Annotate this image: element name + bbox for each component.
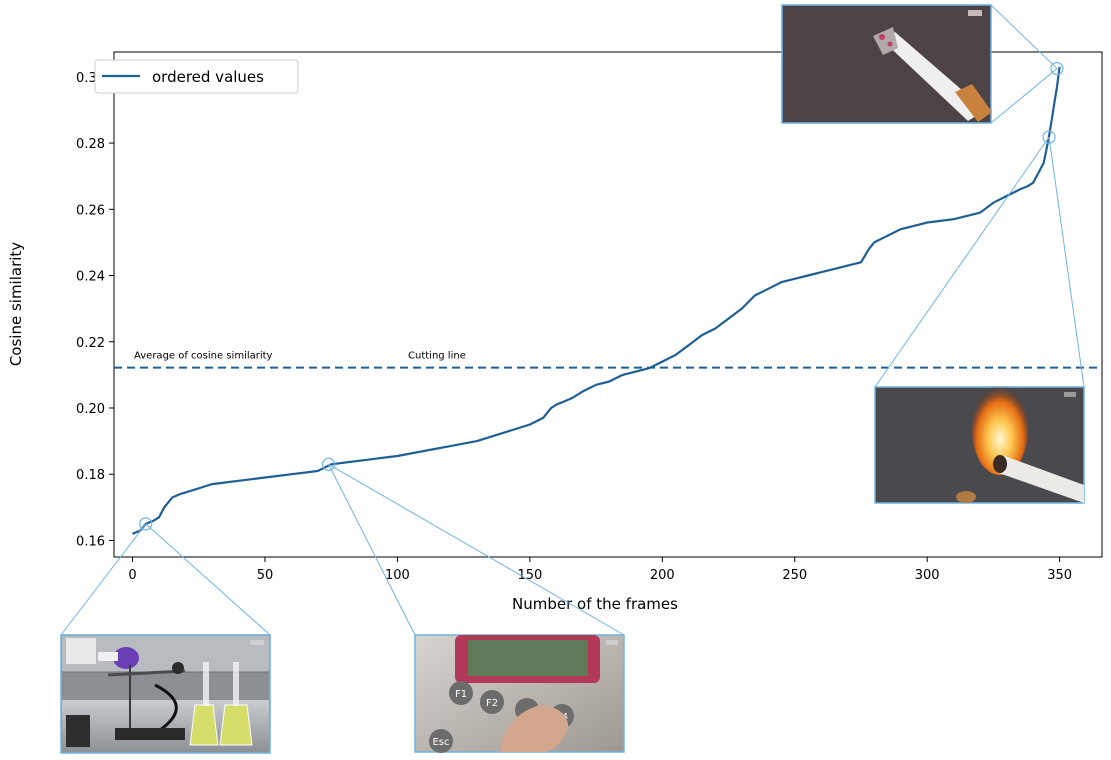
x-tick-label: 350 [1047,568,1072,583]
legend-label: ordered values [152,68,264,86]
callout-connector [990,4,1058,69]
y-tick-label: 0.18 [76,468,105,483]
x-tick-label: 50 [257,568,274,583]
x-tick-label: 200 [650,568,675,583]
callout-circle [321,457,336,471]
y-axis: 0.160.180.200.220.240.260.280.30 [76,71,114,549]
x-axis: 0 50 100 150 200 250 300 350 [128,557,1072,583]
cutting-line-label: Cutting line [408,351,466,362]
callout-connectors [60,4,1085,636]
y-tick-label: 0.22 [76,336,105,351]
y-tick-label: 0.28 [76,137,105,152]
y-tick-label: 0.26 [76,203,105,218]
y-axis-label: Cosine similarity [7,242,25,366]
callout-circle [139,517,153,531]
legend: ordered values [94,59,299,94]
callout-connector [328,464,416,636]
callout-connector [1048,137,1085,388]
callout-connector [60,523,147,636]
callout-connector [145,523,271,636]
svg-text:F1: F1 [455,689,467,700]
x-tick-label: 0 [128,568,136,583]
callout-markers [139,61,1064,531]
y-tick-label: 0.16 [76,534,105,549]
callout-circle [1042,130,1056,144]
x-tick-label: 250 [782,568,807,583]
keypad-photo: F1 F2 F4 Esc [414,634,625,753]
callout-connector [990,68,1058,124]
series-line-ordered-values [132,66,1061,535]
callout-connector [874,136,1050,388]
x-axis-label: Number of the frames [512,595,678,613]
x-tick-label: 150 [517,568,542,583]
average-label: Average of cosine similarity [134,351,273,362]
svg-text:Esc: Esc [432,737,449,748]
y-tick-label: 0.20 [76,402,105,417]
lab-apparatus-photo [60,634,271,754]
y-tick-label: 0.24 [76,270,105,285]
cigarette-photo [781,4,992,124]
callout-circle [1050,61,1064,76]
x-tick-label: 300 [915,568,940,583]
lit-cigarette-photo [874,385,1085,504]
x-tick-label: 100 [385,568,410,583]
svg-text:F2: F2 [486,698,498,709]
callout-connector [328,463,625,636]
